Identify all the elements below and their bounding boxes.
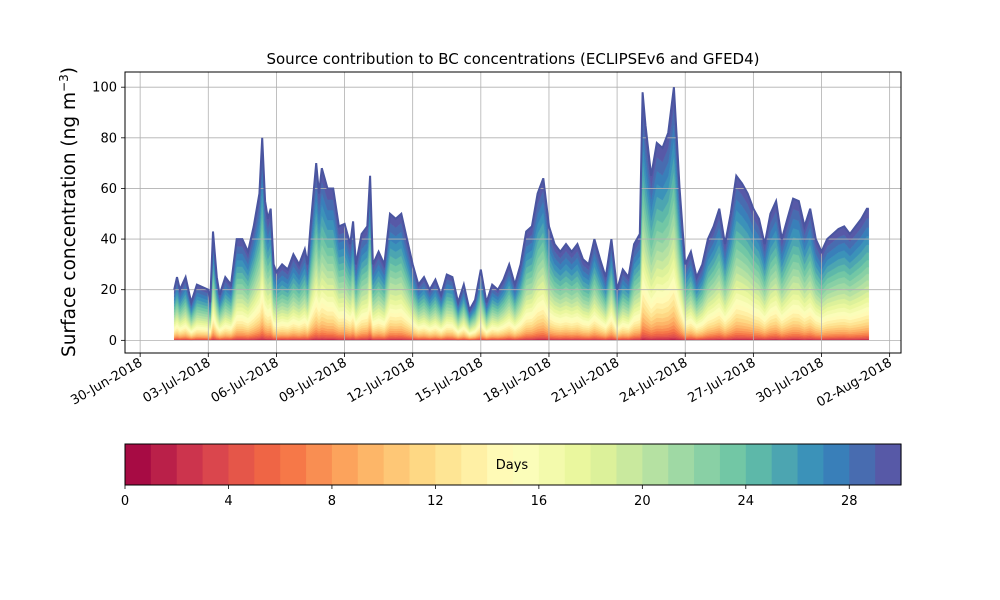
colorbar-segment-24 <box>745 444 773 485</box>
colorbar-segment-25 <box>771 444 799 485</box>
grid-lines <box>125 72 901 353</box>
y-tick-label-60: 60 <box>100 182 117 197</box>
y-axis-label-close: ) <box>59 67 80 74</box>
y-tick-label-0: 0 <box>109 334 117 349</box>
total-concentration-line <box>173 87 869 313</box>
colorbar-tick-label-4: 4 <box>224 494 232 509</box>
y-tick-label-40: 40 <box>100 233 117 248</box>
colorbar-segment-22 <box>694 444 721 485</box>
colorbar-tick-label-16: 16 <box>531 494 548 509</box>
colorbar-segment-6 <box>280 444 307 485</box>
colorbar-segment-5 <box>254 444 281 485</box>
colorbar-frame <box>124 443 902 486</box>
colorbar-tick-label-28: 28 <box>841 494 858 509</box>
colorbar-label: Days <box>496 458 529 473</box>
y-axis-ticks: 0 20 40 60 80 100 <box>92 81 125 349</box>
colorbar-segment-19 <box>616 444 643 485</box>
colorbar-segment-13 <box>461 444 488 485</box>
colorbar-segment-15 <box>513 444 540 485</box>
y-axis-label: Surface concentration (ng m−3) <box>57 67 80 357</box>
colorbar-segment-2 <box>176 444 204 485</box>
colorbar-segment-14 <box>487 444 514 485</box>
chart-title: Source contribution to BC concentrations… <box>266 50 759 68</box>
colorbar-segment-12 <box>435 444 462 485</box>
colorbar-segment-23 <box>719 444 747 485</box>
colorbar-tick-label-0: 0 <box>121 494 129 509</box>
colorbar-segment-27 <box>823 444 850 485</box>
colorbar-segment-11 <box>409 444 436 485</box>
colorbar-segment-3 <box>202 444 230 485</box>
colorbar-tick-label-8: 8 <box>328 494 336 509</box>
colorbar-segment-16 <box>538 444 566 485</box>
colorbar-segment-1 <box>150 444 178 485</box>
colorbar-tick-label-12: 12 <box>427 494 444 509</box>
colorbar-segment-4 <box>228 444 255 485</box>
colorbar-ticks: 0 4 8 12 16 20 24 28 <box>121 485 858 509</box>
colorbar-segment-29 <box>875 444 902 485</box>
stacked-area-bands <box>174 87 869 341</box>
y-axis-label-main: Surface concentration (ng m <box>59 92 80 357</box>
colorbar-segment-20 <box>642 444 669 485</box>
colorbar-segment-26 <box>797 444 824 485</box>
colorbar-segment-18 <box>590 444 618 485</box>
colorbar-segment-9 <box>357 444 385 485</box>
y-tick-label-20: 20 <box>100 283 117 298</box>
colorbar-segment-28 <box>849 444 876 485</box>
colorbar-segment-10 <box>383 444 411 485</box>
colorbar-segment-0 <box>125 444 152 485</box>
plot-frame <box>124 71 902 354</box>
colorbar-segment-17 <box>564 444 592 485</box>
colorbar-segment-7 <box>306 444 333 485</box>
colorbar-tick-label-20: 20 <box>634 494 651 509</box>
colorbar <box>125 444 902 485</box>
colorbar-segment-21 <box>668 444 695 485</box>
y-tick-label-100: 100 <box>92 81 117 96</box>
colorbar-segment-8 <box>331 444 359 485</box>
y-axis-label-superscript: −3 <box>57 74 71 92</box>
colorbar-tick-label-24: 24 <box>738 494 755 509</box>
y-tick-label-80: 80 <box>100 131 117 146</box>
